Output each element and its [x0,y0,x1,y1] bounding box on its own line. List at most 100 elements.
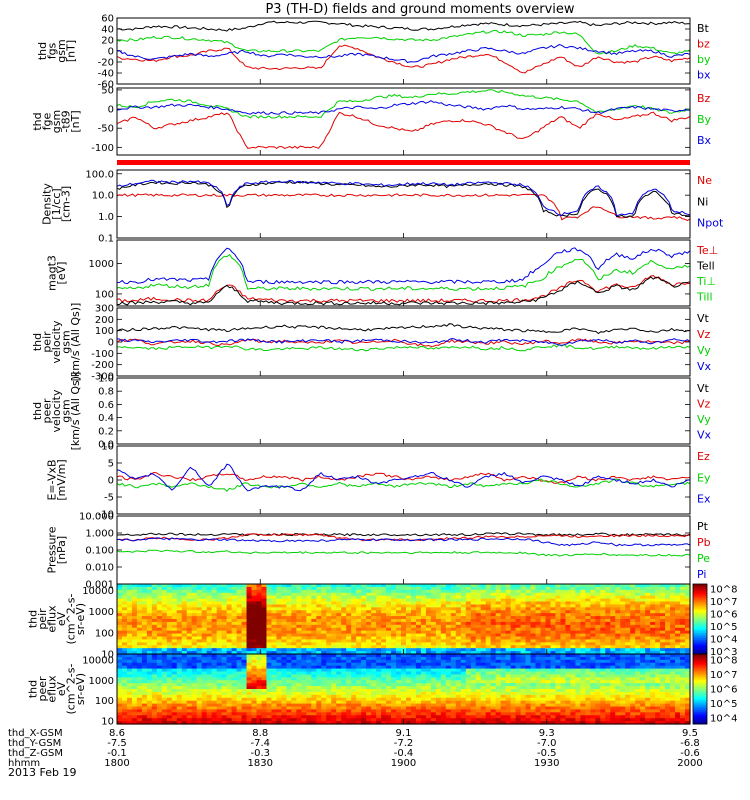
spectrogram-cell [435,689,442,693]
spectrogram-cell [196,598,203,603]
spectrogram-cell [301,627,307,632]
spectrogram-cell [445,598,452,603]
spectrogram-cell [336,680,342,684]
spectrogram-cell [445,659,452,664]
spectrogram-cell [246,651,253,655]
legend-entry: Pb [697,536,711,549]
spectrogram-cell [306,621,312,626]
spectrogram-cell [196,683,203,687]
spectrogram-cell [241,598,248,603]
spectrogram-cell [186,677,193,681]
spectrogram-cell [141,674,148,678]
spectrogram-cell [117,633,123,638]
spectrogram-cell [181,613,188,617]
spectrogram-cell [640,616,646,620]
spectrogram-cell [196,718,203,722]
spectrogram-cell [176,662,183,667]
spectrogram-cell [266,627,273,632]
spectrogram-cell [306,627,312,632]
spectrogram-cell [381,589,387,594]
spectrogram-cell [495,674,502,678]
spectrogram-cell [126,697,133,702]
spectrogram-cell [151,592,158,597]
spectrogram-cell [495,642,502,646]
spectrogram-cell [585,630,591,635]
spectrogram-cell [485,662,492,667]
spectrogram-cell [590,627,596,632]
spectrogram-cell [410,656,417,661]
spectrogram-cell [396,589,402,594]
spectrogram-cell [226,607,233,611]
spectrogram-cell [535,627,542,632]
spectrogram-cell [495,703,502,708]
colorbar-cell [693,643,707,646]
spectrogram-cell [410,674,417,678]
spectrogram-cell [580,598,586,603]
spectrogram-cell [291,621,297,626]
spectrogram-cell [341,718,347,722]
spectrogram-cell [620,592,626,597]
spectrogram-cell [480,595,487,600]
spectrogram-cell [401,683,407,687]
spectrogram-cell [146,706,153,711]
spectrogram-cell [670,586,676,591]
spectrogram-cell [286,633,292,638]
spectrogram-cell [615,639,621,643]
spectrogram-cell [570,589,576,594]
spectrogram-cell [475,700,482,705]
spectrogram-cell [186,645,193,649]
spectrogram-cell [211,595,218,600]
spectrogram-cell [266,589,273,594]
spectrogram-cell [326,654,332,658]
spectrogram-cell [386,694,392,699]
spectrogram-cell [460,718,467,722]
spectrogram-cell [470,604,477,608]
spectrogram-cell [495,651,502,655]
spectrogram-cell [156,598,163,603]
spectrogram-cell [510,589,517,594]
spectrogram-cell [136,627,143,632]
spectrogram-cell [166,636,173,641]
spectrogram-cell [376,715,382,719]
spectrogram-cell [306,715,312,719]
spectrogram-cell [545,607,552,611]
spectrogram-cell [655,639,661,643]
spectrogram-cell [660,648,666,652]
spectrogram-cell [475,718,482,722]
spectrogram-cell [236,718,243,722]
spectrogram-cell [445,709,452,713]
spectrogram-cell [171,584,178,588]
y-tick-label: 100 [95,696,114,707]
spectrogram-cell [286,642,292,646]
spectrogram-cell [371,586,377,591]
spectrogram-cell [196,651,203,655]
spectrogram-cell [645,639,651,643]
spectrogram-cell [515,613,522,617]
spectrogram-cell [386,645,392,649]
spectrogram-cell [605,621,611,626]
spectrogram-cell [141,613,148,617]
spectrogram-cell [391,630,397,635]
spectrogram-cell [450,706,457,711]
spectrogram-cell [420,700,427,705]
spectrogram-cell [615,607,621,611]
spectrogram-cell [321,709,327,713]
spectrogram-cell [605,639,611,643]
spectrogram-cell [430,604,437,608]
spectrogram-cell [296,589,302,594]
spectrogram-cell [281,627,288,632]
spectrogram-cell [495,636,502,641]
spectrogram-cell [405,630,412,635]
spectrogram-cell [117,680,123,684]
spectrogram-cell [181,686,188,690]
spectrogram-cell [570,624,576,629]
panel-frame [116,515,691,585]
spectrogram-cell [216,694,223,699]
spectrogram-cell [156,691,163,696]
spectrogram-cell [186,616,193,620]
spectrogram-cell [665,604,671,608]
spectrogram-cell [485,589,492,594]
spectrogram-cell [405,639,412,643]
spectrogram-cell [560,636,567,641]
spectrogram-cell [525,645,532,649]
